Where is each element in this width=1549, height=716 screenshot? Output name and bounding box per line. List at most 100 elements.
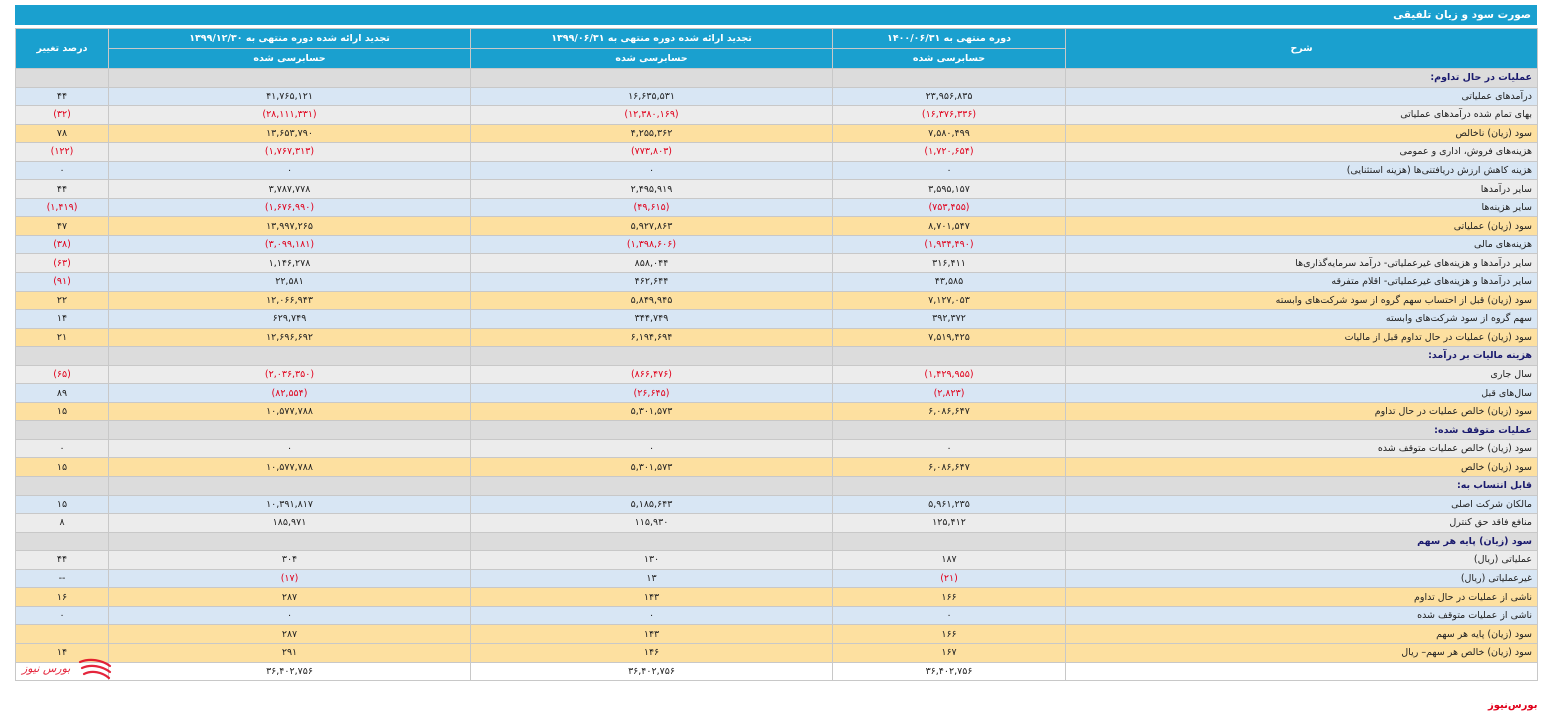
value-period-2: ۱۱۵,۹۳۰ xyxy=(470,513,833,533)
value-period-3: ۲۹۱ xyxy=(108,642,471,663)
value-period-3: ۰ xyxy=(108,605,471,626)
value-change-percent xyxy=(15,68,109,88)
value-period-1: (۱۶,۳۷۶,۳۳۶) xyxy=(832,105,1066,125)
value-period-2: ۵,۱۸۵,۶۴۳ xyxy=(470,494,833,515)
table-row: سود (زیان) خالص هر سهم– ریال ۱۶۷ ۱۴۶ ۲۹۱ ۱۴ xyxy=(15,642,1538,663)
value-period-3: (۳,۰۹۹,۱۸۱) xyxy=(108,234,471,255)
value-period-3: ۱۰,۵۷۷,۷۸۸ xyxy=(108,457,471,478)
section-row: عملیات متوقف شده: xyxy=(15,420,1538,440)
row-description: سال جاری xyxy=(1065,364,1538,385)
value-change-percent: (۹۱) xyxy=(15,272,109,292)
value-period-3: (۱,۷۶۷,۳۱۳) xyxy=(108,142,471,162)
value-period-1: ۳۹۲,۳۷۲ xyxy=(832,309,1066,329)
table-row: سود (زیان) خالص عملیات متوقف شده ۰ ۰ ۰ ۰ xyxy=(15,438,1538,459)
table-row: منافع فاقد حق کنترل ۱۲۵,۴۱۲ ۱۱۵,۹۳۰ ۱۸۵,۹۷۱… xyxy=(15,513,1538,533)
table-row: سایر درآمدها و هزینه‌های غیرعملیاتی- اقل… xyxy=(15,272,1538,292)
table-row: درآمدهای عملیاتی ۲۳,۹۵۶,۸۳۵ ۱۶,۶۳۵,۵۳۱ ۴۱,۷… xyxy=(15,86,1538,107)
value-period-1 xyxy=(832,68,1066,88)
table-row: سود (زیان) پایه هر سهم ۱۶۶ ۱۴۳ ۲۸۷ xyxy=(15,624,1538,644)
value-period-3 xyxy=(108,420,471,440)
value-period-1: ۳,۵۹۵,۱۵۷ xyxy=(832,179,1066,199)
row-description: قابل انتساب به: xyxy=(1065,476,1538,496)
row-description: سایر درآمدها xyxy=(1065,179,1538,199)
row-description: ناشی از عملیات متوقف شده xyxy=(1065,605,1538,626)
value-change-percent: ۱۵ xyxy=(15,401,109,422)
table-row: سایر هزینه‌ها (۷۵۳,۴۵۵) (۴۹,۶۱۵) (۱,۶۷۶,۹۹۰… xyxy=(15,197,1538,218)
value-period-3: ۴۱,۷۶۵,۱۲۱ xyxy=(108,86,471,107)
value-period-1: ۱۸۷ xyxy=(832,550,1066,570)
value-period-3: ۶۲۹,۷۴۹ xyxy=(108,309,471,329)
row-description: سایر درآمدها و هزینه‌های غیرعملیاتی- اقل… xyxy=(1065,272,1538,292)
value-period-2: ۰ xyxy=(470,605,833,626)
row-description: هزینه‌های مالی xyxy=(1065,234,1538,255)
row-description: سود (زیان) پایه هر سهم xyxy=(1065,624,1538,644)
table-row: سود (زیان) خالص ۶,۰۸۶,۶۴۷ ۵,۳۰۱,۵۷۳ ۱۰,۵۷۷,… xyxy=(15,457,1538,478)
value-period-1: (۱,۹۳۴,۴۹۰) xyxy=(832,234,1066,255)
value-change-percent xyxy=(15,420,109,440)
row-description: سایر درآمدها و هزینه‌های غیرعملیاتی- درآ… xyxy=(1065,253,1538,274)
table-row: عملیاتی (ریال) ۱۸۷ ۱۳۰ ۳۰۴ ۴۴ xyxy=(15,550,1538,570)
value-change-percent: ۱۴ xyxy=(15,309,109,329)
value-period-1: (۱,۴۲۹,۹۵۵) xyxy=(832,364,1066,385)
value-period-3 xyxy=(108,531,471,552)
value-period-3: ۳۰۴ xyxy=(108,550,471,570)
value-change-percent xyxy=(15,531,109,552)
value-period-2: ۱۳ xyxy=(470,568,833,589)
value-change-percent: ۴۴ xyxy=(15,86,109,107)
value-change-percent: (۳۸) xyxy=(15,234,109,255)
value-period-1: ۷,۵۸۰,۴۹۹ xyxy=(832,123,1066,144)
value-period-1 xyxy=(832,476,1066,496)
value-period-2: (۷۷۳,۸۰۳) xyxy=(470,142,833,162)
table-row: سود (زیان) قبل از احتساب سهم گروه از سود… xyxy=(15,290,1538,311)
value-period-3: ۱۳,۹۹۷,۲۶۵ xyxy=(108,216,471,236)
row-description: سود (زیان) عملیات در حال تداوم قبل از ما… xyxy=(1065,327,1538,348)
value-change-percent: (۱۲۲) xyxy=(15,142,109,162)
value-change-percent: ۱۵ xyxy=(15,494,109,515)
table-row: سود (زیان) عملیات در حال تداوم قبل از ما… xyxy=(15,327,1538,348)
income-statement-table: شرح دوره منتهی به ۱۴۰۰/۰۶/۳۱ تجدید ارائه… xyxy=(15,28,1538,682)
value-period-1: ۷,۵۱۹,۴۲۵ xyxy=(832,327,1066,348)
col-header-change-percent: درصد تغییر xyxy=(15,28,109,69)
row-description: سود (زیان) خالص عملیات متوقف شده xyxy=(1065,438,1538,459)
row-description: مالکان شرکت اصلی xyxy=(1065,494,1538,515)
source-brand-tag: بورس‌نیوز xyxy=(1488,700,1538,711)
value-period-1: ۶,۰۸۶,۶۴۷ xyxy=(832,457,1066,478)
value-period-1: ۷,۱۲۷,۰۵۳ xyxy=(832,290,1066,311)
row-description: عملیاتی (ریال) xyxy=(1065,550,1538,570)
section-row: قابل انتساب به: xyxy=(15,476,1538,496)
row-description: سود (زیان) پایه هر سهم xyxy=(1065,531,1538,552)
row-description: سال‌های قبل xyxy=(1065,383,1538,403)
value-period-1: ۳۱۶,۴۱۱ xyxy=(832,253,1066,274)
table-row: ۳۶,۴۰۲,۷۵۶ ۳۶,۴۰۲,۷۵۶ ۳۶,۴۰۲,۷۵۶ xyxy=(15,661,1538,682)
value-period-3: ۰ xyxy=(108,438,471,459)
value-period-2: ۳۶,۴۰۲,۷۵۶ xyxy=(470,661,833,682)
value-change-percent: ۸ xyxy=(15,513,109,533)
row-description: سایر هزینه‌ها xyxy=(1065,197,1538,218)
value-period-3: ۲۸۷ xyxy=(108,587,471,607)
logo-text: بورس نیوز xyxy=(20,662,70,675)
value-period-1: (۷۵۳,۴۵۵) xyxy=(832,197,1066,218)
value-change-percent: ۲۲ xyxy=(15,290,109,311)
value-period-1: (۱,۷۲۰,۶۵۴) xyxy=(832,142,1066,162)
value-period-3: (۸۲,۵۵۴) xyxy=(108,383,471,403)
row-description: سود (زیان) قبل از احتساب سهم گروه از سود… xyxy=(1065,290,1538,311)
row-description: سود (زیان) خالص عملیات در حال تداوم xyxy=(1065,401,1538,422)
value-period-1: ۲۳,۹۵۶,۸۳۵ xyxy=(832,86,1066,107)
value-period-1: ۰ xyxy=(832,438,1066,459)
value-change-percent: ۰ xyxy=(15,438,109,459)
value-period-2: ۱۴۶ xyxy=(470,642,833,663)
value-period-1: ۱۶۶ xyxy=(832,624,1066,644)
value-change-percent: ۴۴ xyxy=(15,550,109,570)
value-change-percent: ۱۶ xyxy=(15,587,109,607)
value-change-percent xyxy=(15,346,109,366)
row-description: منافع فاقد حق کنترل xyxy=(1065,513,1538,533)
row-description: عملیات در حال تداوم: xyxy=(1065,68,1538,88)
value-period-2: ۸۵۸,۰۴۴ xyxy=(470,253,833,274)
audit-status-period-2: حسابرسی شده xyxy=(470,48,833,69)
value-period-2: ۵,۸۴۹,۹۴۵ xyxy=(470,290,833,311)
value-change-percent xyxy=(15,624,109,644)
value-period-3: ۱۳,۶۵۳,۷۹۰ xyxy=(108,123,471,144)
audit-status-period-3: حسابرسی شده xyxy=(108,48,471,69)
table-row: سود (زیان) خالص عملیات در حال تداوم ۶,۰۸۶… xyxy=(15,401,1538,422)
table-row: غیرعملیاتی (ریال) (۲۱) ۱۳ (۱۷) -- xyxy=(15,568,1538,589)
